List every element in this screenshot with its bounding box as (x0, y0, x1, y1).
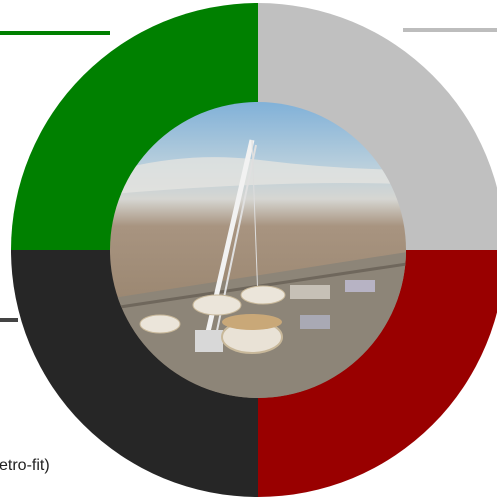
center-photo (110, 102, 406, 398)
callout-text: etro-fit) (0, 457, 50, 474)
